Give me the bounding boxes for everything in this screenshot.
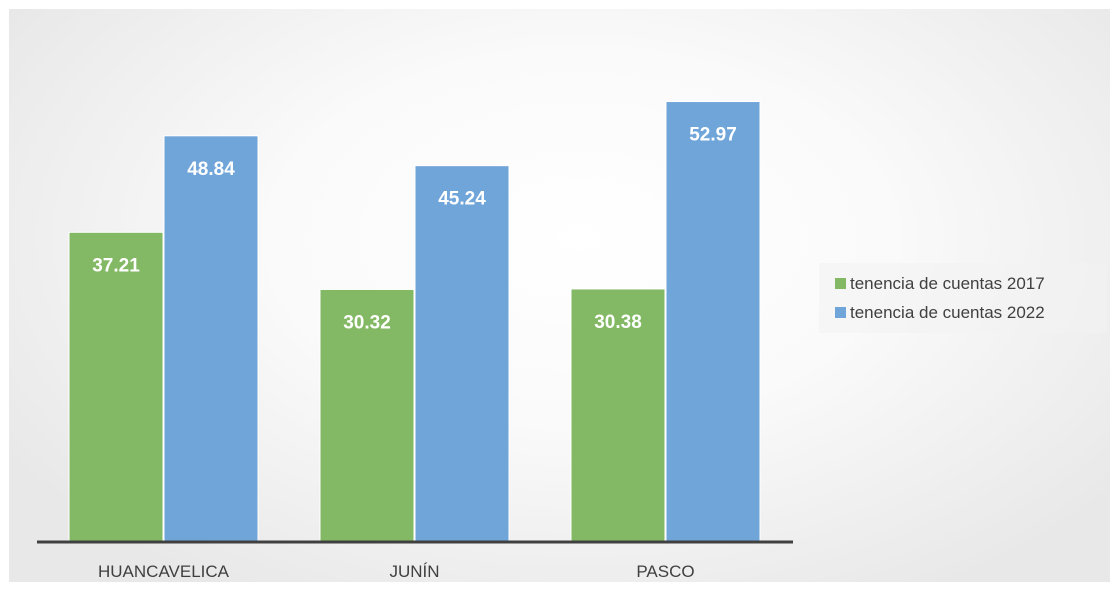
bar-pasco-2017 — [570, 288, 666, 542]
legend-label-2017: tenencia de cuentas 2017 — [850, 273, 1045, 293]
category-label-junin: JUNÍN — [389, 562, 439, 581]
bars-layer — [68, 101, 761, 542]
bar-pasco-2022 — [665, 101, 761, 542]
category-labels-layer: HUANCAVELICA JUNÍN PASCO — [98, 562, 695, 581]
category-label-pasco: PASCO — [636, 562, 694, 581]
legend-swatch-2022 — [835, 307, 846, 318]
data-label-pasco-2017: 30.38 — [594, 312, 642, 333]
legend-item-2022: tenencia de cuentas 2022 — [819, 298, 1107, 327]
data-label-junin-2022: 45.24 — [438, 189, 486, 210]
legend-label-2022: tenencia de cuentas 2022 — [850, 302, 1045, 322]
legend-swatch-2017 — [835, 278, 846, 289]
bar-huancavelica-2017 — [68, 231, 164, 542]
data-label-junin-2017: 30.32 — [343, 312, 391, 333]
category-label-huancavelica: HUANCAVELICA — [98, 562, 230, 581]
legend-item-2017: tenencia de cuentas 2017 — [819, 269, 1107, 298]
data-labels-layer: 37.21 48.84 30.32 45.24 30.38 52.97 — [92, 125, 737, 334]
bar-junin-2022 — [414, 165, 510, 542]
data-label-pasco-2022: 52.97 — [689, 125, 737, 146]
bar-huancavelica-2022 — [163, 135, 259, 542]
bar-junin-2017 — [319, 288, 415, 542]
chart-area: 37.21 48.84 30.32 45.24 30.38 52.97 HUANCAVEL… — [9, 9, 1110, 582]
data-label-huancavelica-2017: 37.21 — [92, 255, 140, 276]
legend: tenencia de cuentas 2017 tenencia de cue… — [819, 263, 1107, 333]
bar-chart: 37.21 48.84 30.32 45.24 30.38 52.97 HUANCAVEL… — [37, 101, 793, 581]
data-label-huancavelica-2022: 48.84 — [187, 159, 235, 180]
